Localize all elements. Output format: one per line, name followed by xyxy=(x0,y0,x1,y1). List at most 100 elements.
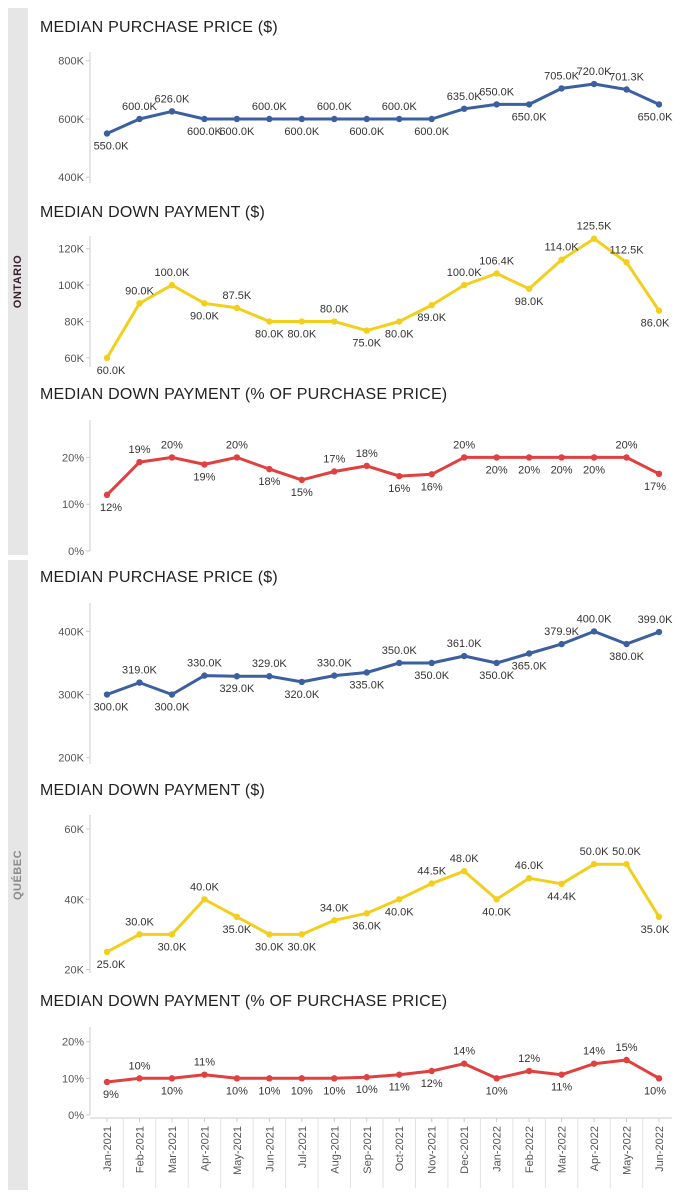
data-point xyxy=(363,669,370,676)
data-label: 12% xyxy=(100,502,122,514)
y-tick-label: 80K xyxy=(64,317,84,329)
data-label: 626.0K xyxy=(155,93,191,105)
data-label: 25.0K xyxy=(97,959,126,971)
data-point xyxy=(525,285,533,292)
data-label: 75.0K xyxy=(352,338,381,350)
y-tick-label: 10% xyxy=(62,1073,84,1085)
data-label: 350.0K xyxy=(382,645,418,657)
data-label: 600.0K xyxy=(252,101,288,113)
data-label: 17% xyxy=(644,481,666,493)
data-point xyxy=(525,454,533,461)
data-label: 12% xyxy=(421,1078,443,1090)
data-point xyxy=(266,1075,273,1082)
data-point xyxy=(266,931,273,938)
data-label: 20% xyxy=(453,439,475,451)
data-label: 10% xyxy=(161,1085,183,1097)
data-point xyxy=(525,1067,533,1075)
data-point xyxy=(493,270,500,277)
data-label: 329.0K xyxy=(252,658,288,670)
data-label: 600.0K xyxy=(122,101,158,113)
data-label: 16% xyxy=(421,481,443,493)
data-label: 600.0K xyxy=(382,101,418,113)
data-point xyxy=(590,80,598,88)
data-point xyxy=(460,1060,468,1067)
data-label: 330.0K xyxy=(317,658,353,670)
data-label: 300.0K xyxy=(94,702,130,714)
data-point xyxy=(428,1067,435,1075)
data-label: 112.5K xyxy=(609,244,644,256)
data-point xyxy=(331,115,338,123)
data-label: 705.0K xyxy=(544,70,580,82)
data-label: 650.0K xyxy=(479,86,515,98)
x-tick-label: Apr-2021 xyxy=(199,1126,211,1171)
y-tick-label: 60K xyxy=(64,824,84,836)
data-label: 80.0K xyxy=(255,329,284,341)
data-point xyxy=(331,318,338,325)
x-tick-label: Oct-2021 xyxy=(394,1126,406,1171)
y-tick-label: 10% xyxy=(62,499,84,511)
data-label: 35.0K xyxy=(223,924,252,936)
y-tick-label: 0% xyxy=(68,1110,84,1122)
data-point xyxy=(136,931,143,938)
x-tick-label: Apr-2022 xyxy=(589,1126,601,1171)
data-point xyxy=(298,115,306,123)
data-point xyxy=(331,468,338,475)
data-point xyxy=(623,1056,630,1064)
data-point xyxy=(655,1075,663,1082)
data-label: 15% xyxy=(291,487,313,499)
data-point xyxy=(558,640,565,648)
data-label: 10% xyxy=(644,1085,666,1097)
data-point xyxy=(298,678,306,686)
data-point xyxy=(623,454,630,461)
data-label: 40.0K xyxy=(190,881,219,893)
data-point xyxy=(655,470,663,478)
data-label: 30.0K xyxy=(125,916,154,928)
data-label: 600.0K xyxy=(414,126,450,138)
data-point xyxy=(201,672,208,679)
data-label: 12% xyxy=(518,1053,540,1065)
data-point xyxy=(233,673,241,680)
data-label: 17% xyxy=(323,453,345,465)
data-label: 40.0K xyxy=(385,906,414,918)
data-label: 550.0K xyxy=(94,141,130,153)
data-label: 40.0K xyxy=(482,906,511,918)
series-line xyxy=(105,1058,661,1084)
data-label: 600.0K xyxy=(284,126,320,138)
data-point xyxy=(298,476,306,484)
region-strip xyxy=(8,8,28,555)
series-line xyxy=(105,82,661,135)
data-point xyxy=(201,461,208,468)
x-tick-label: Nov-2021 xyxy=(427,1126,439,1174)
data-point xyxy=(201,896,208,903)
data-label: 30.0K xyxy=(158,941,187,953)
data-point xyxy=(655,913,663,921)
data-point xyxy=(168,931,176,938)
data-point xyxy=(590,1060,598,1067)
data-label: 335.0K xyxy=(349,679,385,691)
data-label: 16% xyxy=(388,483,410,495)
data-point xyxy=(266,318,273,325)
data-label: 20% xyxy=(583,464,605,476)
data-label: 36.0K xyxy=(352,920,381,932)
data-label: 19% xyxy=(128,444,150,456)
data-point xyxy=(428,301,435,309)
data-label: 650.0K xyxy=(638,111,674,123)
data-point xyxy=(558,85,565,92)
data-point xyxy=(428,880,435,887)
data-label: 34.0K xyxy=(320,902,349,914)
data-label: 106.4K xyxy=(479,255,515,267)
data-point xyxy=(428,471,435,478)
data-label: 350.0K xyxy=(479,670,515,682)
data-point xyxy=(233,304,241,312)
data-label: 600.0K xyxy=(349,126,385,138)
data-label: 350.0K xyxy=(414,670,450,682)
data-point xyxy=(331,672,338,679)
data-point xyxy=(590,628,598,635)
data-label: 20% xyxy=(551,464,573,476)
data-point xyxy=(168,108,176,115)
data-point xyxy=(460,281,468,289)
data-label: 86.0K xyxy=(641,318,670,330)
data-point xyxy=(525,650,533,657)
data-point xyxy=(493,454,500,461)
data-label: 635.0K xyxy=(447,91,483,103)
